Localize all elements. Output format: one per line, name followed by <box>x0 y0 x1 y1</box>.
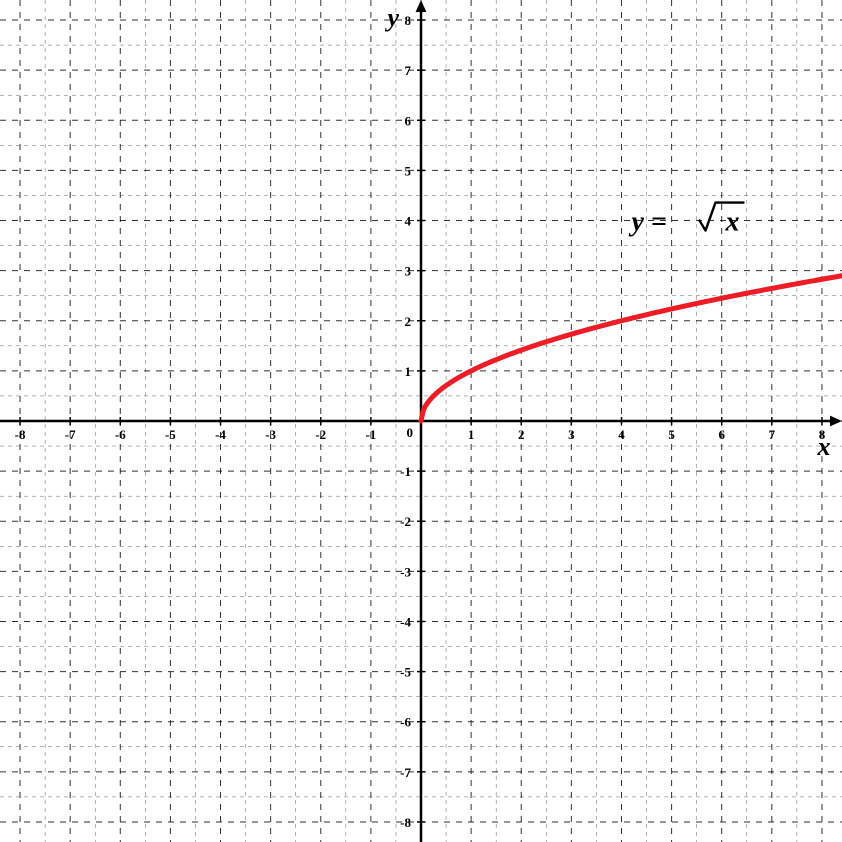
svg-text:-3: -3 <box>265 427 276 442</box>
svg-text:0: 0 <box>407 425 414 440</box>
plot-svg: -8 -7 -6 -5 -4 -3 -2 -1 0 1 2 3 4 5 6 7 8 -8 -7 -6 -5 -4 -3 -2 -… <box>0 0 842 842</box>
svg-text:6: 6 <box>718 427 725 442</box>
svg-text:-6: -6 <box>400 715 411 730</box>
svg-text:-5: -5 <box>400 665 411 680</box>
svg-text:2: 2 <box>518 427 525 442</box>
svg-text:4: 4 <box>618 427 625 442</box>
svg-text:-4: -4 <box>400 614 411 629</box>
svg-text:1: 1 <box>405 364 412 379</box>
function-plot: -8 -7 -6 -5 -4 -3 -2 -1 0 1 2 3 4 5 6 7 8 -8 -7 -6 -5 -4 -3 -2 -… <box>0 0 842 842</box>
svg-text:7: 7 <box>769 427 776 442</box>
svg-text:x: x <box>725 207 740 238</box>
svg-text:-2: -2 <box>315 427 326 442</box>
svg-text:-7: -7 <box>65 427 76 442</box>
svg-text:-1: -1 <box>400 464 411 479</box>
svg-text:1: 1 <box>468 427 475 442</box>
svg-text:-5: -5 <box>165 427 176 442</box>
svg-text:-4: -4 <box>215 427 226 442</box>
y-axis-label: y <box>384 3 399 32</box>
svg-text:8: 8 <box>405 13 412 28</box>
svg-text:y =: y = <box>629 207 667 238</box>
svg-text:-1: -1 <box>365 427 376 442</box>
svg-text:5: 5 <box>405 163 412 178</box>
svg-text:2: 2 <box>405 314 412 329</box>
svg-text:-3: -3 <box>400 564 411 579</box>
svg-text:-7: -7 <box>400 765 411 780</box>
svg-text:-8: -8 <box>400 815 411 830</box>
x-axis-label: x <box>817 432 831 461</box>
svg-text:-2: -2 <box>400 514 411 529</box>
svg-text:7: 7 <box>405 63 412 78</box>
svg-text:3: 3 <box>405 264 412 279</box>
svg-text:-6: -6 <box>115 427 126 442</box>
svg-text:6: 6 <box>405 113 412 128</box>
svg-text:-8: -8 <box>15 427 26 442</box>
svg-text:4: 4 <box>405 214 412 229</box>
svg-text:3: 3 <box>568 427 575 442</box>
svg-text:5: 5 <box>668 427 675 442</box>
